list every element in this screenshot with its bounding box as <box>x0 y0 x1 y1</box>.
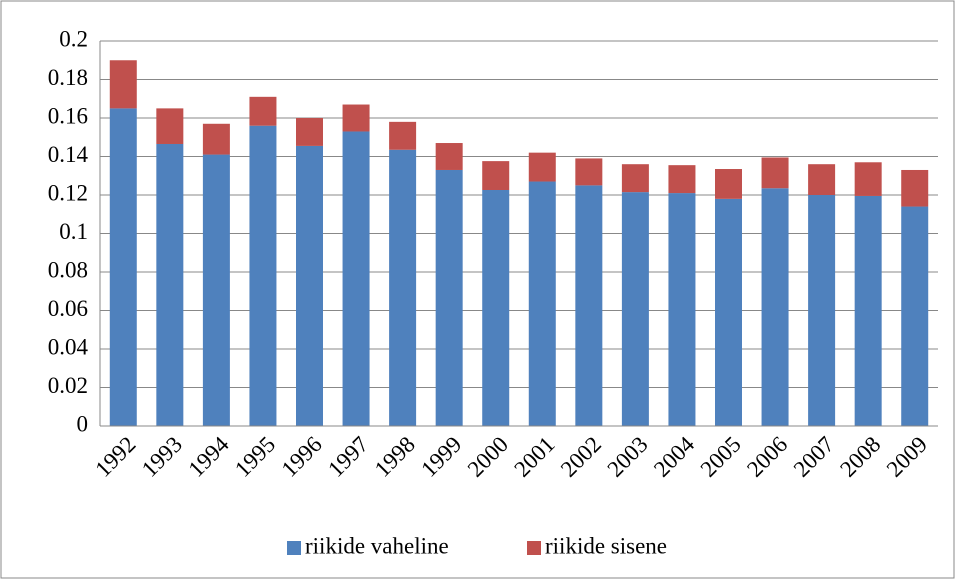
y-tick-label: 0.16 <box>48 103 88 128</box>
bar <box>901 206 929 426</box>
y-tick-label: 0.12 <box>48 180 88 205</box>
bar <box>202 154 230 426</box>
bar <box>528 181 556 426</box>
bar <box>715 169 742 199</box>
y-tick-label: 0.14 <box>48 142 89 167</box>
bar <box>435 169 463 426</box>
y-tick-label: 0.2 <box>59 26 88 51</box>
legend-swatch <box>527 541 541 555</box>
bar <box>715 198 742 426</box>
bar <box>202 123 230 155</box>
bar <box>249 96 277 126</box>
y-tick-label: 0.04 <box>48 334 89 359</box>
bar <box>156 143 184 427</box>
bar <box>808 164 836 195</box>
bar <box>668 165 696 194</box>
y-tick-label: 0.02 <box>48 373 88 398</box>
bar <box>621 164 649 193</box>
legend-swatch <box>287 541 301 555</box>
y-tick-label: 0.08 <box>48 257 88 282</box>
bar <box>156 108 184 144</box>
bar <box>249 125 277 426</box>
bar <box>528 152 556 182</box>
bar <box>389 149 417 426</box>
bar <box>668 193 696 426</box>
bar <box>482 189 510 426</box>
legend-label: riikide vaheline <box>305 533 449 558</box>
bar <box>808 195 836 426</box>
bar <box>575 185 603 426</box>
bar <box>109 60 137 109</box>
bar <box>575 158 603 186</box>
bar <box>761 157 789 189</box>
bar <box>109 108 137 426</box>
bar <box>854 195 882 426</box>
bar <box>342 104 370 132</box>
y-tick-label: 0.06 <box>48 296 88 321</box>
bar <box>435 143 463 170</box>
bar <box>761 188 789 426</box>
y-tick-label: 0.1 <box>59 219 88 244</box>
bar <box>296 118 323 146</box>
legend-label: riikide sisene <box>545 533 667 558</box>
bar <box>901 169 929 207</box>
bar <box>342 131 370 426</box>
y-tick-label: 0.18 <box>48 65 88 90</box>
bar <box>854 162 882 196</box>
bar <box>389 121 417 150</box>
bar <box>482 161 510 190</box>
bar <box>621 192 649 426</box>
bar <box>296 145 323 426</box>
y-tick-label: 0 <box>77 411 89 436</box>
